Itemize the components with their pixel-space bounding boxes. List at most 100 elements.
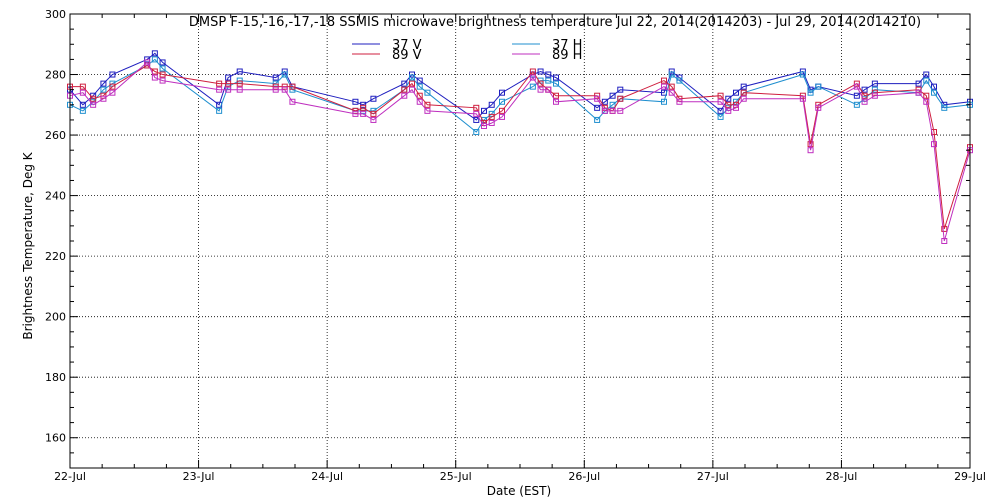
- data-point: [941, 225, 948, 232]
- data-point: [941, 238, 948, 244]
- data-point: [424, 101, 431, 108]
- data-point: [90, 101, 97, 108]
- data-point: [488, 119, 495, 126]
- data-point: [529, 68, 536, 75]
- data-point: [473, 116, 480, 123]
- data-point: [409, 80, 415, 87]
- data-point: [352, 98, 359, 105]
- data-point: [236, 86, 243, 93]
- grid: [70, 14, 970, 468]
- data-point: [401, 80, 408, 87]
- data-point: [537, 86, 544, 93]
- data-point: [923, 71, 930, 78]
- data-point: [861, 86, 868, 93]
- data-point: [416, 77, 423, 84]
- y-tick-label: 240: [45, 190, 66, 203]
- data-point: [424, 107, 431, 114]
- data-point: [216, 80, 223, 87]
- data-point: [815, 83, 822, 90]
- data-point: [915, 80, 922, 87]
- data-point: [488, 113, 495, 120]
- data-point: [871, 89, 878, 96]
- data-point: [159, 77, 166, 84]
- data-point: [159, 59, 166, 66]
- data-point: [931, 141, 937, 148]
- data-point: [272, 86, 279, 93]
- x-tick-label: 26-Jul: [568, 470, 600, 483]
- data-point: [151, 68, 158, 75]
- data-point: [272, 83, 279, 90]
- plot-frame: [69, 13, 971, 469]
- data-point: [668, 83, 675, 90]
- data-point: [90, 95, 97, 102]
- data-point: [225, 83, 232, 90]
- data-point: [100, 86, 107, 93]
- data-point: [151, 50, 158, 57]
- data-point: [923, 92, 930, 99]
- data-point: [725, 101, 732, 108]
- data-point: [236, 68, 243, 75]
- data-point: [609, 107, 616, 114]
- data-point: [370, 116, 377, 123]
- series-line: [69, 61, 971, 242]
- data-point: [370, 110, 377, 117]
- data-point: [537, 68, 544, 75]
- data-point: [481, 122, 487, 129]
- data-point: [733, 89, 739, 96]
- data-point: [553, 92, 559, 99]
- data-point: [216, 107, 223, 114]
- data-point: [281, 86, 288, 93]
- series-layer: [67, 50, 973, 244]
- data-point: [799, 71, 806, 78]
- data-point: [409, 86, 415, 93]
- y-tick-label: 180: [45, 371, 66, 384]
- data-point: [915, 86, 922, 93]
- data-point: [225, 74, 232, 81]
- data-point: [594, 116, 601, 123]
- legend-label: 89 H: [552, 48, 582, 63]
- data-point: [289, 86, 296, 93]
- y-axis-label: Brightness Temperature, Deg K: [21, 151, 35, 339]
- data-point: [499, 89, 505, 96]
- data-point: [799, 95, 806, 102]
- data-point: [601, 98, 608, 105]
- data-point: [853, 83, 860, 90]
- data-point: [409, 74, 415, 81]
- data-point: [109, 83, 116, 90]
- data-point: [109, 89, 116, 96]
- x-axis-label: Date (EST): [487, 484, 551, 498]
- data-point: [481, 107, 487, 114]
- data-point: [668, 71, 675, 78]
- data-point: [416, 92, 423, 99]
- data-point: [545, 77, 552, 84]
- data-point: [360, 110, 367, 117]
- series-line: [70, 64, 971, 230]
- data-point: [725, 107, 732, 114]
- legend-entry: 89 V: [352, 48, 422, 63]
- data-point: [416, 98, 423, 105]
- data-point: [100, 80, 107, 87]
- data-point: [871, 92, 878, 99]
- x-tick-label: 28-Jul: [825, 470, 857, 483]
- data-point: [144, 59, 151, 66]
- data-point: [661, 98, 667, 105]
- data-point: [236, 77, 243, 84]
- data-point: [289, 98, 296, 105]
- data-point: [272, 74, 279, 81]
- data-point: [488, 101, 495, 108]
- x-tick-label: 23-Jul: [183, 470, 215, 483]
- series-37-h: [67, 56, 973, 136]
- data-point: [216, 86, 223, 93]
- data-point: [529, 74, 536, 81]
- data-point: [499, 107, 505, 114]
- data-point: [617, 95, 624, 102]
- data-point: [545, 71, 552, 78]
- data-point: [360, 104, 367, 111]
- data-point: [601, 107, 608, 114]
- y-tick-label: 160: [45, 432, 66, 445]
- data-point: [225, 80, 232, 87]
- data-point: [609, 92, 616, 99]
- data-point: [159, 71, 166, 78]
- data-point: [661, 83, 667, 90]
- data-point: [815, 104, 822, 111]
